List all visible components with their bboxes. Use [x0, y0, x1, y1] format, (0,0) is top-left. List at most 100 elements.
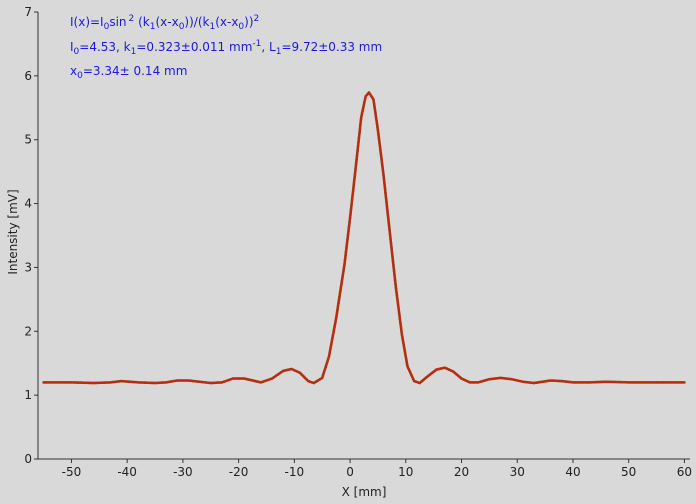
data-point: [373, 106, 377, 110]
data-point: [398, 317, 402, 321]
data-point: [184, 379, 188, 382]
data-point: [385, 200, 388, 203]
x-tick-label: 50: [621, 465, 636, 479]
data-point: [137, 381, 140, 384]
data-point: [379, 153, 383, 156]
data-point: [353, 178, 356, 181]
data-point: [126, 380, 130, 383]
data-point: [227, 378, 230, 382]
data-point: [512, 378, 516, 382]
data-point: [134, 380, 138, 384]
data-point: [399, 322, 402, 325]
data-point: [348, 220, 351, 224]
data-point: [532, 381, 536, 385]
data-point: [485, 378, 489, 382]
data-point: [348, 218, 352, 222]
data-point: [337, 299, 341, 303]
data-point: [398, 320, 402, 323]
data-point: [340, 282, 343, 286]
data-point: [85, 381, 89, 385]
data-point: [176, 379, 179, 382]
data-point: [400, 331, 403, 334]
data-point: [359, 120, 363, 124]
data-point: [272, 376, 276, 379]
data-point: [403, 350, 407, 353]
data-point: [598, 380, 602, 384]
data-point: [389, 235, 392, 239]
data-point: [346, 234, 350, 237]
data-point: [115, 380, 119, 383]
data-point: [351, 189, 355, 193]
data-point: [342, 265, 346, 268]
data-point: [333, 323, 337, 327]
data-point: [90, 381, 93, 385]
data-point: [435, 368, 438, 371]
data-point: [350, 205, 353, 208]
data-point: [387, 222, 391, 225]
data-point: [382, 175, 386, 179]
data-point: [388, 226, 391, 230]
data-point: [268, 378, 272, 381]
data-point: [472, 381, 476, 384]
data-point: [76, 381, 80, 384]
data-point: [332, 330, 336, 333]
data-point: [335, 315, 338, 318]
data-point: [384, 191, 387, 194]
data-point: [341, 273, 345, 277]
data-point: [294, 369, 298, 373]
data-point: [357, 138, 361, 141]
data-point: [288, 368, 291, 371]
data-point: [362, 103, 366, 106]
data-point: [488, 377, 491, 381]
data-point: [577, 381, 581, 384]
data-point: [160, 381, 163, 384]
data-point: [536, 381, 540, 384]
data-point: [562, 380, 566, 383]
data-point: [388, 233, 392, 236]
fit-curve: [43, 91, 685, 385]
data-point: [393, 276, 397, 280]
data-point: [345, 243, 349, 246]
data-point: [392, 268, 396, 271]
data-point: [59, 381, 62, 384]
data-point: [547, 379, 550, 383]
data-point: [490, 377, 493, 381]
data-point: [405, 363, 409, 366]
data-point: [247, 378, 250, 381]
y-tick-label: 7: [24, 5, 32, 19]
data-point: [390, 250, 394, 254]
data-point: [393, 272, 396, 275]
data-point: [385, 202, 389, 205]
data-point: [582, 381, 585, 384]
data-point: [397, 311, 401, 315]
data-point: [474, 381, 478, 384]
data-point: [209, 381, 213, 385]
data-point: [468, 381, 472, 384]
data-point: [303, 376, 307, 380]
data-point: [180, 379, 184, 382]
data-point: [139, 381, 142, 384]
data-point: [349, 214, 352, 217]
data-point: [378, 144, 382, 148]
data-point: [340, 280, 344, 283]
data-point: [220, 381, 224, 384]
data-point: [261, 380, 265, 383]
data-point: [361, 107, 365, 111]
data-point: [534, 381, 538, 385]
data-point: [376, 128, 380, 132]
data-point: [298, 371, 302, 375]
data-point: [61, 381, 65, 384]
data-point: [476, 381, 480, 384]
data-point: [607, 380, 610, 384]
data-point: [383, 182, 386, 185]
data-point: [391, 259, 395, 262]
y-tick-label: 3: [24, 260, 32, 274]
data-point: [381, 166, 385, 170]
data-point: [83, 381, 87, 385]
data-point: [356, 151, 359, 155]
data-point: [124, 380, 128, 383]
data-point: [385, 206, 389, 210]
data-point: [386, 215, 390, 219]
x-tick-label: 60: [677, 465, 692, 479]
